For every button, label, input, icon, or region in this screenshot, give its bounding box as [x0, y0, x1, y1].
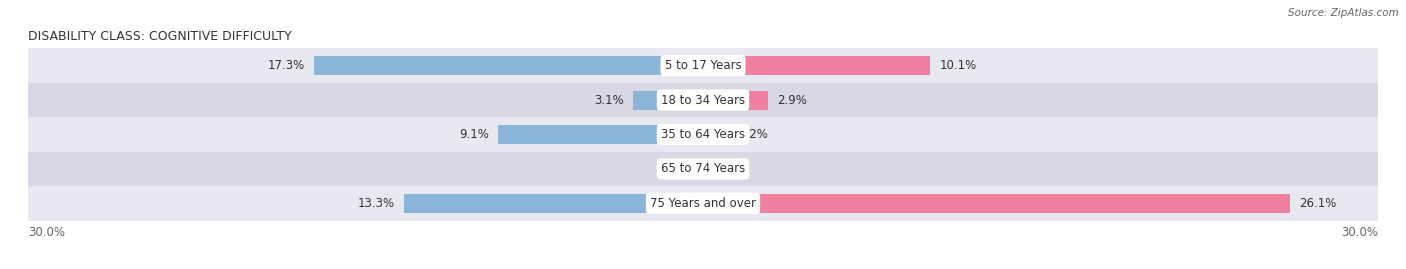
Text: 5 to 17 Years: 5 to 17 Years — [665, 59, 741, 72]
Bar — [28, 117, 1378, 152]
Text: 75 Years and over: 75 Years and over — [650, 197, 756, 210]
Text: 0.0%: 0.0% — [665, 162, 695, 175]
Text: 17.3%: 17.3% — [267, 59, 305, 72]
Bar — [404, 194, 703, 213]
Text: 18 to 34 Years: 18 to 34 Years — [661, 94, 745, 107]
Text: 26.1%: 26.1% — [1299, 197, 1337, 210]
Bar — [703, 125, 730, 144]
Text: 9.1%: 9.1% — [460, 128, 489, 141]
Text: 3.1%: 3.1% — [595, 94, 624, 107]
Bar — [28, 48, 1378, 83]
Bar — [703, 194, 1291, 213]
Text: 30.0%: 30.0% — [1341, 226, 1378, 239]
Text: 35 to 64 Years: 35 to 64 Years — [661, 128, 745, 141]
Bar — [703, 91, 768, 109]
Text: 1.2%: 1.2% — [740, 128, 769, 141]
Bar — [633, 91, 703, 109]
Bar — [498, 125, 703, 144]
Text: 13.3%: 13.3% — [357, 197, 395, 210]
Bar — [28, 83, 1378, 117]
Text: DISABILITY CLASS: COGNITIVE DIFFICULTY: DISABILITY CLASS: COGNITIVE DIFFICULTY — [28, 30, 292, 43]
Text: 30.0%: 30.0% — [28, 226, 65, 239]
Text: 2.9%: 2.9% — [778, 94, 807, 107]
Text: Source: ZipAtlas.com: Source: ZipAtlas.com — [1288, 8, 1399, 18]
Text: 65 to 74 Years: 65 to 74 Years — [661, 162, 745, 175]
Text: 0.0%: 0.0% — [711, 162, 741, 175]
Bar — [314, 56, 703, 75]
Bar — [28, 186, 1378, 221]
Bar — [703, 56, 931, 75]
Bar — [28, 152, 1378, 186]
Text: 10.1%: 10.1% — [939, 59, 976, 72]
